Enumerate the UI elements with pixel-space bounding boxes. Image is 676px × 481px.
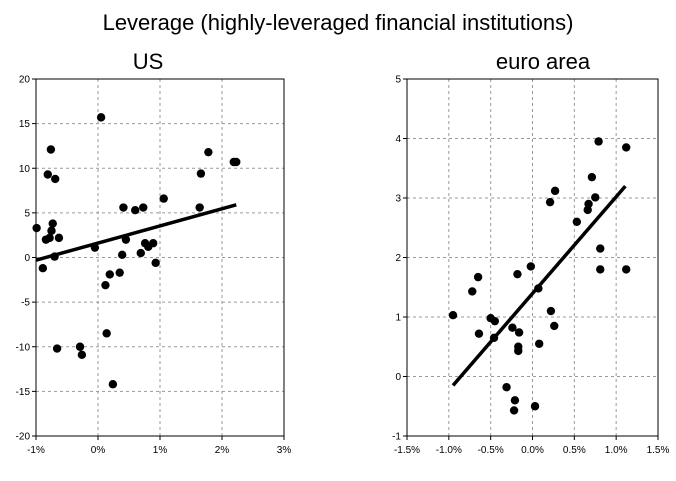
euro-area-panel: euro area -1 0 1 2 3 4 5 -1.5% -1.0% -0.5% 0.0% 0.5… [392, 49, 669, 456]
euro-area-x-tick-label: 1.5% [647, 445, 670, 456]
us-data-point [38, 264, 48, 273]
us-x-tick-label: -1% [27, 445, 45, 456]
us-y-tick-label: -20 [16, 432, 31, 443]
us-panel: US -20 -15 -10 -5 0 5 10 15 20 -1% 0% 1% 2% 3% [16, 49, 292, 456]
euro-area-x-tick-label: 0.0% [521, 445, 544, 456]
us-data-point [102, 329, 111, 338]
euro-area-data-point [596, 265, 605, 274]
us-data-point [52, 344, 62, 353]
euro-area-data-point [502, 383, 511, 392]
euro-area-y-tick-label: 3 [395, 194, 401, 205]
euro-area-data-point [513, 269, 522, 279]
euro-area-data-point [550, 321, 559, 331]
euro-area-y-tick-label: -1 [392, 432, 401, 443]
us-data-point [151, 258, 160, 268]
euro-area-data-point [545, 197, 555, 207]
us-data-point [159, 194, 168, 203]
us-y-tick-label: 15 [19, 119, 31, 130]
us-data-point [117, 250, 127, 260]
euro-area-data-point [622, 265, 631, 274]
us-y-tick-label: 5 [24, 208, 30, 219]
euro-area-x-tick-label: -1.0% [436, 445, 462, 456]
euro-area-data-point [530, 402, 540, 411]
us-panel-title: US [133, 49, 164, 74]
euro-area-data-point [510, 396, 520, 405]
us-data-point [101, 280, 110, 290]
us-data-point [196, 169, 206, 178]
euro-area-y-tick-label: 5 [395, 75, 401, 86]
euro-area-y-tick-label: 1 [395, 313, 401, 324]
euro-area-data-point [508, 323, 517, 332]
us-data-point [136, 248, 145, 258]
euro-area-data-point [473, 272, 483, 282]
us-data-point [131, 205, 140, 215]
us-data-point [47, 226, 56, 235]
us-data-point [195, 203, 204, 212]
euro-area-y-tick-label: 4 [395, 134, 401, 145]
us-data-point [54, 233, 64, 243]
us-data-point [51, 174, 60, 184]
euro-area-data-point [490, 316, 500, 326]
euro-area-trend-line [451, 184, 627, 387]
us-y-tick-label: -5 [21, 298, 30, 309]
us-x-tick-label: 1% [153, 445, 168, 456]
euro-area-x-tick-label: -0.5% [478, 445, 504, 456]
us-data-point [115, 268, 124, 277]
us-data-point [204, 147, 213, 157]
euro-area-data-point [474, 329, 484, 338]
us-data-point [48, 219, 57, 228]
us-x-tick-label: 0% [91, 445, 106, 456]
us-y-tick-label: 10 [19, 164, 31, 175]
euro-area-y-tick-label: 0 [395, 372, 401, 383]
euro-area-plot-area: -1 0 1 2 3 4 5 -1.5% -1.0% -0.5% 0.0% 0.5% 1.0% 1.5% [392, 75, 669, 457]
us-data-point [77, 350, 87, 359]
euro-area-data-point [572, 217, 582, 226]
euro-area-data-point [596, 244, 605, 253]
us-data-point [105, 270, 114, 279]
euro-area-y-tick-label: 2 [395, 253, 401, 264]
euro-area-panel-title: euro area [496, 49, 591, 74]
us-data-point [75, 342, 85, 351]
euro-area-data-point [622, 143, 631, 152]
us-data-point [108, 380, 118, 389]
us-trend-line [35, 203, 237, 262]
us-data-point [32, 223, 41, 233]
figure-title: Leverage (highly-leveraged financial ins… [103, 10, 574, 35]
euro-area-data-point [468, 287, 477, 296]
us-data-point [232, 157, 241, 167]
us-plot-area: -20 -15 -10 -5 0 5 10 15 20 -1% 0% 1% 2% 3% [16, 75, 292, 457]
us-data-point [45, 233, 54, 243]
euro-area-data-point [594, 137, 603, 146]
euro-area-x-tick-label: 1.0% [605, 445, 628, 456]
euro-area-data-point [587, 172, 597, 182]
us-y-tick-label: -15 [16, 387, 31, 398]
euro-area-x-tick-label: 0.5% [563, 445, 586, 456]
euro-area-data-point [550, 186, 560, 196]
us-x-tick-label: 2% [215, 445, 230, 456]
euro-area-data-point [534, 339, 544, 348]
us-data-point [96, 113, 106, 122]
euro-area-data-point [546, 306, 556, 316]
us-data-point [139, 203, 148, 212]
us-data-point [148, 239, 158, 248]
euro-area-data-point [514, 342, 523, 351]
euro-area-data-point [584, 199, 593, 209]
euro-area-data-point [448, 311, 458, 320]
us-y-tick-label: -10 [16, 342, 31, 353]
us-data-point [46, 145, 56, 154]
us-y-tick-label: 0 [24, 253, 30, 264]
euro-area-data-point [526, 262, 536, 271]
euro-area-data-point [509, 406, 519, 415]
us-y-tick-label: 20 [19, 75, 31, 86]
euro-area-data-point [514, 328, 524, 337]
us-x-tick-label: 3% [277, 445, 292, 456]
euro-area-data-point [591, 193, 600, 202]
us-data-point [119, 203, 128, 212]
euro-area-x-tick-label: -1.5% [394, 445, 420, 456]
us-data-point [43, 170, 52, 179]
